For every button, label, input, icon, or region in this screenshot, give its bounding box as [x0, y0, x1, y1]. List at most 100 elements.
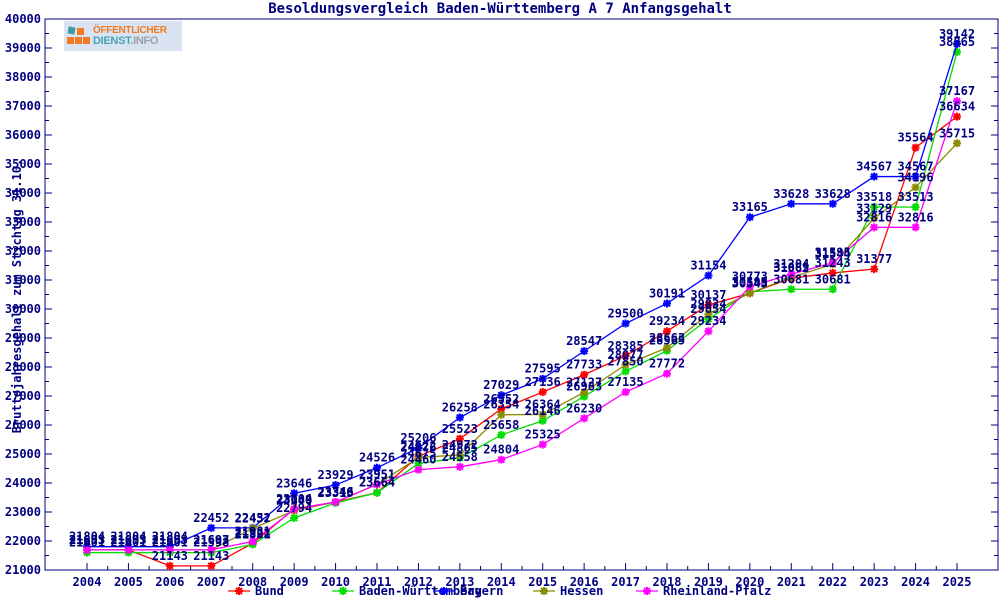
data-point-label: 21601	[110, 536, 146, 550]
legend-marker	[228, 587, 250, 595]
data-point	[953, 47, 961, 56]
data-point	[580, 370, 589, 379]
data-point-label: 25658	[483, 418, 519, 432]
y-tick-label: 33000	[5, 215, 41, 229]
data-point-label: 23346	[318, 485, 354, 499]
data-point	[953, 97, 961, 106]
data-point-label: 30773	[732, 270, 768, 284]
data-point-label: 27733	[566, 358, 602, 372]
data-point-label: 21922	[235, 526, 271, 540]
data-point	[870, 214, 879, 223]
data-point	[497, 455, 506, 464]
x-tick-label: 2023	[860, 575, 889, 589]
x-tick-label: 2009	[280, 575, 309, 589]
legend-marker	[433, 587, 455, 595]
data-point	[828, 268, 837, 277]
legend-label: Hessen	[560, 584, 604, 598]
y-tick-label: 23000	[5, 505, 41, 519]
x-tick-label: 2022	[818, 575, 847, 589]
legend-item-hessen: Hessen	[533, 584, 604, 598]
data-point	[248, 537, 257, 546]
data-point-label: 39142	[939, 27, 975, 41]
data-point-label: 23046	[276, 494, 312, 508]
data-point	[870, 265, 879, 274]
x-tick-label: 2004	[73, 575, 102, 589]
y-tick-label: 38000	[5, 70, 41, 84]
data-point-label: 27595	[525, 362, 561, 376]
data-point-label: 21881	[235, 527, 271, 541]
data-point	[538, 374, 547, 383]
data-point	[124, 545, 133, 554]
data-point	[704, 301, 713, 310]
series-line	[87, 43, 958, 548]
data-point	[663, 369, 671, 378]
data-point-label: 25325	[525, 428, 561, 442]
x-tick-label: 2020	[735, 575, 764, 589]
data-point-label: 32816	[898, 210, 934, 224]
data-point-label: 37167	[939, 84, 975, 98]
legend-item-rheinland-pfalz: Rheinland-Pfalz	[636, 584, 771, 598]
legend-item-bayern: Bayern	[433, 584, 503, 598]
data-point-label: 33129	[856, 201, 892, 215]
data-point	[290, 489, 299, 498]
data-point-label: 24460	[400, 453, 436, 467]
data-point	[207, 523, 216, 532]
data-point-label: 22452	[193, 511, 229, 525]
data-point	[538, 440, 547, 449]
data-point-label: 24558	[442, 450, 478, 464]
data-point	[207, 545, 216, 554]
data-point-label: 34567	[856, 160, 892, 174]
series-Baden-Württemberg	[83, 47, 961, 557]
x-tick-label: 2019	[694, 575, 723, 589]
data-point-label: 21693	[110, 533, 146, 547]
data-point-label: 31377	[856, 252, 892, 266]
data-point-label: 26364	[525, 397, 561, 411]
logo-line2-info: .INFO	[130, 34, 159, 47]
data-point-label: 28663	[649, 331, 685, 345]
data-point	[497, 410, 506, 419]
y-tick-label: 28000	[5, 360, 41, 374]
data-point-label: 31595	[815, 246, 851, 260]
y-tick-label: 37000	[5, 99, 41, 113]
x-tick-label: 2008	[238, 575, 267, 589]
y-tick-label: 22000	[5, 534, 41, 548]
data-point-label: 31154	[690, 259, 726, 273]
data-point-label: 26258	[442, 401, 478, 415]
data-point-label: 21693	[152, 533, 188, 547]
data-point-label: 21143	[152, 549, 188, 563]
data-point-label: 27850	[608, 354, 644, 368]
data-point-label: 33165	[732, 200, 768, 214]
x-tick-label: 2013	[445, 575, 474, 589]
x-tick-label: 2010	[321, 575, 350, 589]
data-point-label: 26983	[566, 379, 602, 393]
data-point-label: 26230	[566, 401, 602, 415]
data-point-label: 23664	[359, 476, 395, 490]
data-point	[870, 223, 879, 232]
data-point-label: 33628	[773, 187, 809, 201]
data-point	[828, 258, 837, 267]
data-point	[870, 202, 879, 211]
data-point	[538, 410, 547, 419]
data-point	[497, 391, 506, 400]
logo-text: ÖFFENTLICHER DIENST.INFO	[93, 25, 167, 47]
data-point-label: 24526	[359, 451, 395, 465]
y-tick-label: 35000	[5, 157, 41, 171]
data-point	[540, 587, 548, 595]
data-point-label: 34196	[898, 170, 934, 184]
data-point	[373, 463, 381, 472]
legend-item-bund: Bund	[228, 584, 284, 598]
data-point-label: 23929	[318, 468, 354, 482]
x-tick-label: 2016	[570, 575, 599, 589]
x-tick-label: 2011	[363, 575, 392, 589]
data-point-label: 24804	[483, 443, 519, 457]
data-point-label: 29834	[690, 297, 726, 311]
x-tick-label: 2005	[114, 575, 143, 589]
data-point	[290, 513, 299, 522]
data-point-label: 30543	[732, 276, 768, 290]
data-point	[414, 459, 423, 468]
chart-title: Besoldungsvergleich Baden-Württemberg A …	[268, 1, 732, 17]
data-point-label: 23104	[276, 492, 312, 506]
data-point	[953, 139, 961, 148]
x-tick-label: 2018	[653, 575, 682, 589]
series-line	[87, 51, 958, 554]
